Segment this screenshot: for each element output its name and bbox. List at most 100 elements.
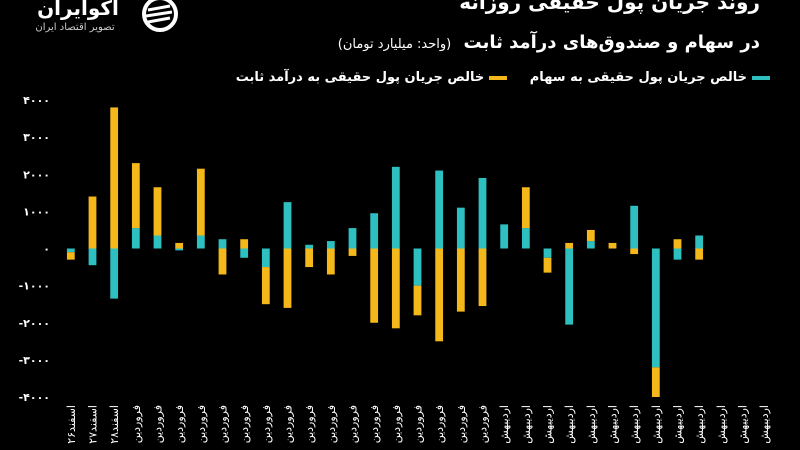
y-tick-label: ۱۰۰۰	[23, 205, 50, 218]
bar-fixed-income	[131, 163, 140, 229]
bar-fixed-income	[521, 187, 530, 229]
bar-equity	[131, 228, 140, 249]
bar-equity	[261, 248, 270, 268]
x-tick-label: فروردین	[260, 405, 273, 443]
chart-title: روند جریان پول حقیقی روزانه	[459, 0, 760, 14]
brand-logo-icon	[142, 0, 178, 32]
y-tick-label: -۱۰۰۰	[19, 280, 50, 293]
x-tick-label: فروردین	[368, 405, 381, 443]
legend-item-equity: خالص جریان پول حقیقی به سهام	[530, 70, 770, 85]
bar-fixed-income	[673, 239, 682, 249]
bar-fixed-income	[196, 168, 205, 236]
x-tick-label: اردیبهش	[520, 405, 533, 444]
bar-fixed-income	[391, 248, 400, 329]
x-tick-label: فروردین	[303, 405, 316, 443]
bar-fixed-income	[608, 242, 617, 249]
brand-tagline: تصویر اقتصاد ایران	[35, 22, 115, 33]
bar-equity	[153, 235, 162, 249]
x-tick-label: اردیبهش	[498, 405, 511, 444]
bar-equity	[348, 228, 357, 249]
x-tick-label: اردیبهش	[628, 405, 641, 444]
x-tick-label: فروردین	[477, 405, 490, 443]
x-tick-label: فروردین	[217, 405, 230, 443]
bar-fixed-income	[88, 196, 97, 249]
bar-equity	[326, 241, 335, 249]
legend-item-fixed-income: خالص جریان پول حقیقی به درآمد ثابت	[236, 70, 508, 85]
bar-fixed-income	[413, 285, 422, 316]
x-tick-label: اردیبهش	[542, 405, 555, 444]
x-tick-label: فروردین	[412, 405, 425, 443]
bar-fixed-income	[456, 248, 465, 312]
bar-equity	[413, 248, 422, 286]
x-tick-label: اردیبهش	[563, 405, 576, 444]
bar-equity	[391, 166, 400, 249]
x-tick-label: اردیبهش	[672, 405, 685, 444]
bar-equity	[218, 239, 227, 249]
brand-name: آکوایران	[37, 0, 119, 20]
bar-equity	[521, 228, 530, 249]
bar-equity	[565, 248, 574, 325]
x-tick-label: فروردین	[195, 405, 208, 443]
bar-fixed-income	[586, 229, 595, 242]
bar-equity	[175, 248, 184, 251]
legend: خالص جریان پول حقیقی به سهام خالص جریان …	[218, 70, 770, 85]
bar-fixed-income	[305, 248, 314, 268]
chart-subtitle-text: در سهام و صندوق‌های درآمد ثابت	[463, 32, 760, 53]
x-tick-label: فروردین	[238, 405, 251, 443]
x-tick-label: فروردین	[455, 405, 468, 443]
bar-equity	[500, 224, 509, 249]
x-tick-label: اردیبهش	[650, 405, 663, 444]
bar-equity	[283, 202, 292, 249]
bar-equity	[456, 207, 465, 249]
bar-fixed-income	[66, 252, 75, 260]
x-tick-label: فروردین	[347, 405, 360, 443]
x-tick-label: اردیبهش	[737, 405, 750, 444]
x-tick-label: فروردین	[173, 405, 186, 443]
bar-fixed-income	[630, 248, 639, 255]
x-tick-label: اردیبهش	[758, 405, 771, 444]
x-tick-label: اردیبهش	[607, 405, 620, 444]
x-tick-label: اردیبهش	[585, 405, 598, 444]
y-tick-label: ۳۰۰۰	[23, 131, 50, 144]
bar-fixed-income	[326, 248, 335, 275]
x-tick-label: اسفند۲۸	[108, 405, 121, 444]
bar-equity	[66, 248, 75, 253]
bar-fixed-income	[283, 248, 292, 308]
bar-fixed-income	[370, 248, 379, 323]
x-tick-label: اسفند۲۷	[87, 405, 100, 444]
x-tick-label: فروردین	[433, 405, 446, 443]
bar-fixed-income	[348, 248, 357, 256]
x-tick-label: فروردین	[282, 405, 295, 443]
bar-equity	[240, 248, 249, 258]
bar-fixed-income	[543, 257, 552, 273]
chart-unit: (واحد: میلیارد تومان)	[337, 37, 452, 52]
bar-fixed-income	[695, 248, 704, 260]
bar-equity	[651, 248, 660, 368]
bar-equity	[586, 241, 595, 249]
x-tick-label: فروردین	[130, 405, 143, 443]
bar-equity	[370, 213, 379, 249]
bar-fixed-income	[435, 248, 444, 342]
bar-equity	[543, 248, 552, 258]
y-tick-label: ۰	[43, 243, 50, 256]
x-tick-label: اردیبهش	[693, 405, 706, 444]
bar-equity	[478, 177, 487, 249]
bar-equity	[88, 248, 97, 266]
y-tick-label: -۴۰۰۰	[19, 391, 50, 404]
chart-subtitle: در سهام و صندوق‌های درآمد ثابت (واحد: می…	[338, 32, 760, 53]
bar-fixed-income	[478, 248, 487, 307]
legend-swatch-equity	[752, 75, 770, 80]
y-tick-label: -۲۰۰۰	[19, 317, 50, 330]
bar-equity	[673, 248, 682, 260]
bar-equity	[305, 244, 314, 249]
y-tick-label: -۳۰۰۰	[19, 354, 50, 367]
legend-swatch-fixed-income	[489, 75, 508, 80]
y-tick-label: ۲۰۰۰	[23, 168, 50, 181]
bar-equity	[196, 235, 205, 249]
x-tick-label: فروردین	[152, 405, 165, 443]
x-tick-label: اسفند۲۶	[65, 405, 78, 444]
bar-equity	[630, 205, 639, 249]
bar-fixed-income	[261, 267, 270, 305]
bar-equity	[110, 248, 119, 299]
